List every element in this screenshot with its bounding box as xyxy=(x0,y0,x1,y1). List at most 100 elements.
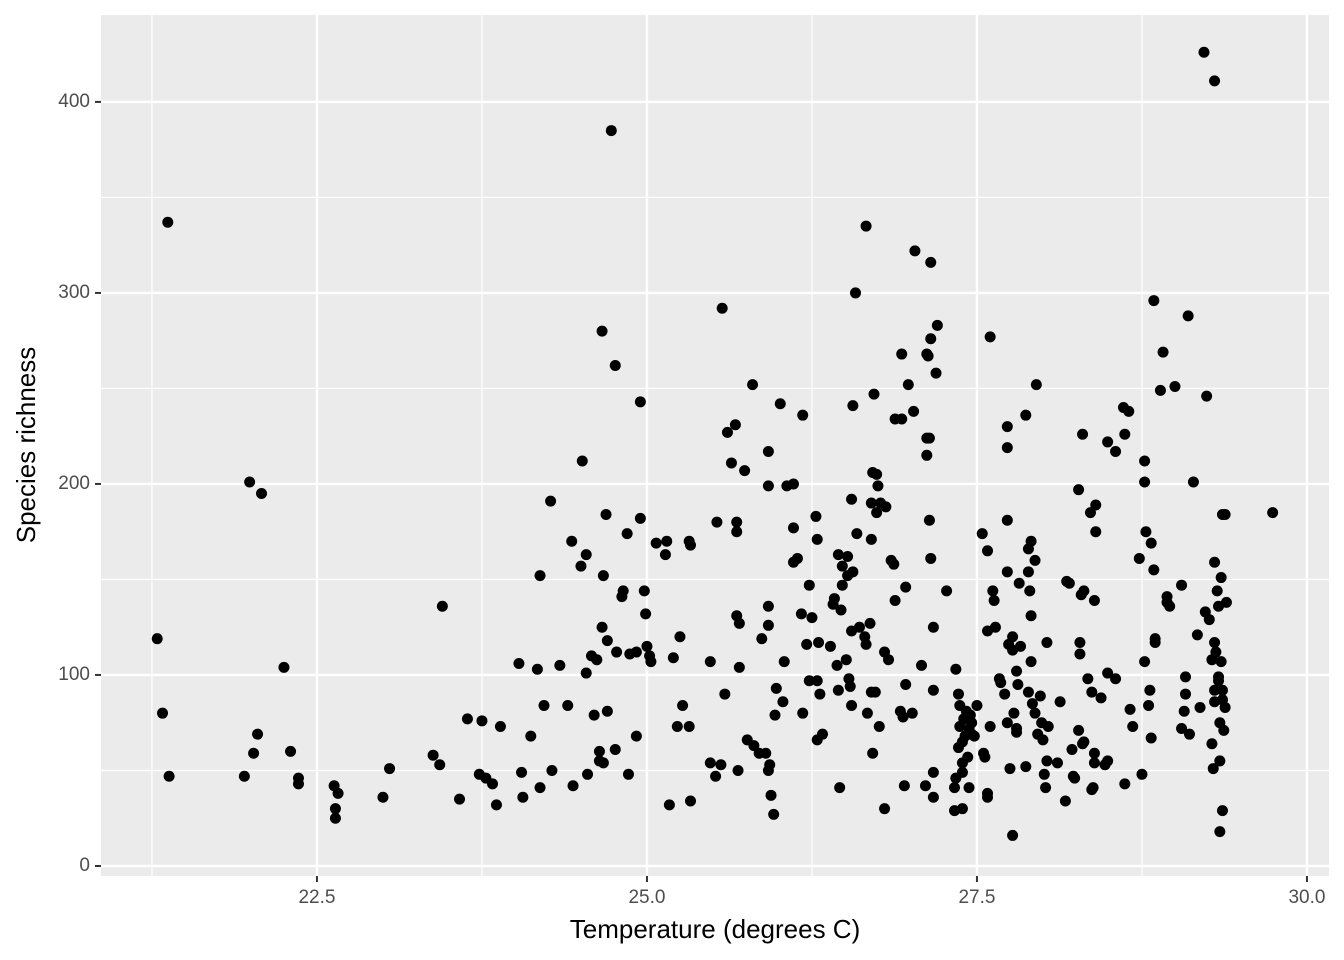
point xyxy=(1216,805,1228,817)
point xyxy=(756,633,768,645)
point xyxy=(1086,686,1098,698)
point xyxy=(645,656,657,668)
point xyxy=(611,646,623,658)
point xyxy=(861,707,873,719)
point xyxy=(1001,442,1013,454)
point xyxy=(769,709,781,721)
point xyxy=(846,493,858,505)
point xyxy=(989,621,1001,633)
point xyxy=(922,350,934,362)
point xyxy=(1073,484,1085,496)
point xyxy=(609,360,621,372)
point xyxy=(597,570,609,582)
point xyxy=(1037,734,1049,746)
point xyxy=(987,585,999,597)
point xyxy=(677,700,689,712)
point xyxy=(748,740,760,752)
point xyxy=(927,684,939,696)
point xyxy=(1074,636,1086,648)
point xyxy=(494,721,506,733)
point xyxy=(900,679,912,691)
point xyxy=(1041,636,1053,648)
point xyxy=(925,552,937,564)
point xyxy=(902,379,914,391)
point xyxy=(1078,736,1090,748)
point xyxy=(525,730,537,742)
point xyxy=(719,688,731,700)
point xyxy=(685,795,697,807)
point xyxy=(1154,384,1166,396)
point xyxy=(817,728,829,740)
point xyxy=(768,808,780,820)
point xyxy=(1139,455,1151,467)
point xyxy=(244,476,256,488)
point xyxy=(582,768,594,780)
x-tick-label: 22.5 xyxy=(298,887,335,908)
point xyxy=(580,667,592,679)
point xyxy=(836,560,848,572)
x-tick-label: 27.5 xyxy=(958,887,995,908)
point xyxy=(1069,772,1081,784)
point xyxy=(1088,757,1100,769)
point xyxy=(1180,671,1192,683)
point xyxy=(865,533,877,545)
point xyxy=(747,379,759,391)
point xyxy=(846,700,858,712)
point xyxy=(1011,726,1023,738)
point xyxy=(864,617,876,629)
point xyxy=(663,799,675,811)
point xyxy=(1148,295,1160,307)
point xyxy=(909,245,921,257)
point xyxy=(711,516,723,528)
point xyxy=(1157,346,1169,358)
point xyxy=(1029,707,1041,719)
point xyxy=(984,331,996,343)
point xyxy=(962,751,974,763)
point xyxy=(162,216,174,228)
point xyxy=(1082,673,1094,685)
point xyxy=(860,638,872,650)
point xyxy=(950,663,962,675)
point xyxy=(1143,700,1155,712)
point xyxy=(867,747,879,759)
point xyxy=(840,654,852,666)
point xyxy=(927,791,939,803)
point xyxy=(534,782,546,794)
point xyxy=(566,535,578,547)
point xyxy=(238,770,250,782)
x-axis-title: Temperature (degrees C) xyxy=(570,914,860,944)
point xyxy=(704,656,716,668)
point xyxy=(762,619,774,631)
point xyxy=(979,751,991,763)
point xyxy=(605,125,617,137)
point xyxy=(869,686,881,698)
point xyxy=(1213,675,1225,687)
point xyxy=(248,747,260,759)
point xyxy=(1030,379,1042,391)
point xyxy=(1063,577,1075,589)
point xyxy=(832,684,844,696)
point xyxy=(1145,537,1157,549)
point xyxy=(925,256,937,268)
point xyxy=(1087,782,1099,794)
point xyxy=(1042,721,1054,733)
point xyxy=(803,675,815,687)
point xyxy=(1001,514,1013,526)
point xyxy=(927,621,939,633)
y-tick-label: 0 xyxy=(79,855,90,876)
point xyxy=(731,526,743,538)
point xyxy=(1088,747,1100,759)
y-axis-title: Species richness xyxy=(11,347,41,544)
point xyxy=(865,497,877,509)
point xyxy=(1090,526,1102,538)
point xyxy=(609,743,621,755)
point xyxy=(1219,701,1231,713)
point xyxy=(1020,409,1032,421)
point xyxy=(999,688,1011,700)
point xyxy=(834,782,846,794)
point xyxy=(879,803,891,815)
point xyxy=(384,763,396,775)
point xyxy=(1183,728,1195,740)
point xyxy=(1194,701,1206,713)
point xyxy=(729,419,741,431)
